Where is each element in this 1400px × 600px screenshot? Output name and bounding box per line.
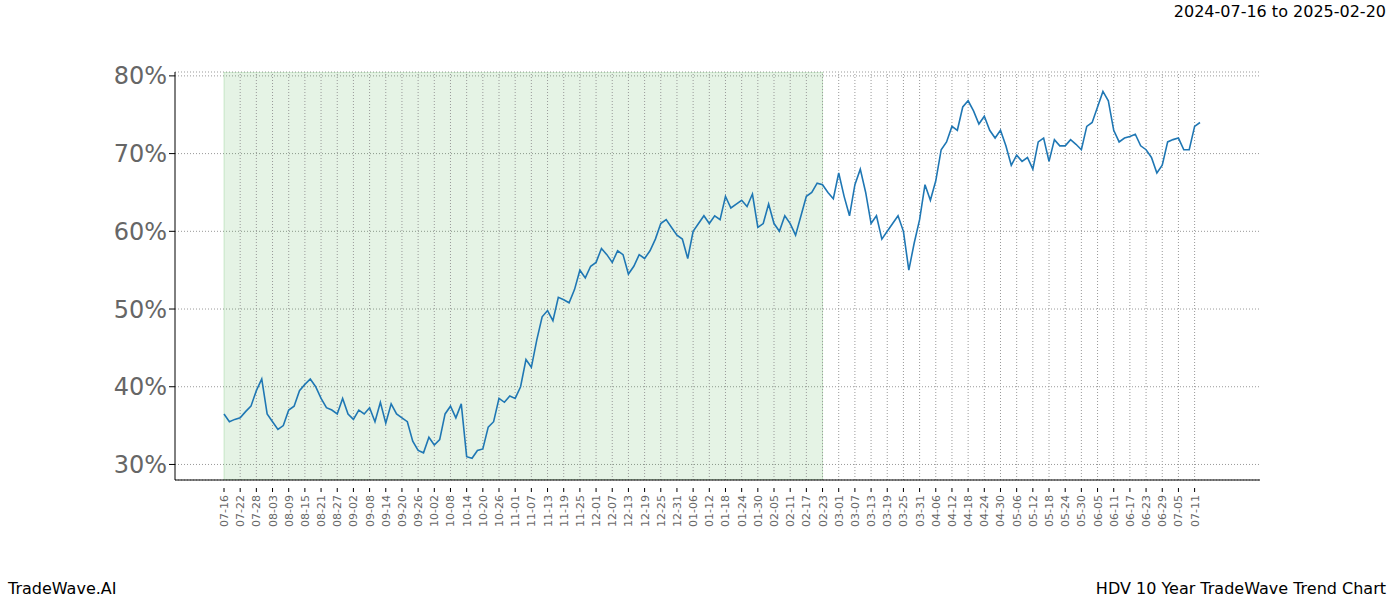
svg-text:10-02: 10-02	[428, 495, 441, 527]
svg-text:01-12: 01-12	[703, 495, 716, 527]
svg-text:06-23: 06-23	[1140, 495, 1153, 527]
svg-text:05-24: 05-24	[1059, 495, 1072, 527]
svg-text:09-26: 09-26	[412, 495, 425, 527]
svg-text:03-19: 03-19	[881, 495, 894, 527]
svg-text:09-08: 09-08	[364, 495, 377, 527]
svg-text:01-06: 01-06	[687, 495, 700, 527]
svg-text:60%: 60%	[114, 218, 167, 246]
svg-text:05-12: 05-12	[1027, 495, 1040, 527]
svg-text:02-05: 02-05	[768, 495, 781, 527]
svg-text:06-29: 06-29	[1156, 495, 1169, 527]
svg-text:03-31: 03-31	[914, 495, 927, 527]
svg-text:04-30: 04-30	[994, 495, 1007, 527]
svg-text:12-31: 12-31	[671, 495, 684, 527]
svg-text:06-11: 06-11	[1108, 495, 1121, 527]
svg-text:10-08: 10-08	[444, 495, 457, 527]
svg-text:10-20: 10-20	[477, 495, 490, 527]
svg-text:01-18: 01-18	[719, 495, 732, 527]
svg-text:11-13: 11-13	[542, 495, 555, 527]
svg-text:50%: 50%	[114, 296, 167, 324]
svg-text:11-25: 11-25	[574, 495, 587, 527]
svg-text:08-15: 08-15	[299, 495, 312, 527]
svg-text:04-12: 04-12	[946, 495, 959, 527]
svg-text:04-18: 04-18	[962, 495, 975, 527]
svg-text:30%: 30%	[114, 451, 167, 479]
svg-text:12-01: 12-01	[590, 495, 603, 527]
svg-text:03-25: 03-25	[897, 495, 910, 527]
svg-text:11-07: 11-07	[525, 495, 538, 527]
svg-text:03-13: 03-13	[865, 495, 878, 527]
svg-text:05-18: 05-18	[1043, 495, 1056, 527]
svg-text:80%: 80%	[114, 62, 167, 90]
svg-text:02-17: 02-17	[800, 495, 813, 527]
svg-text:08-27: 08-27	[331, 495, 344, 527]
svg-text:07-16: 07-16	[218, 495, 231, 527]
svg-text:02-11: 02-11	[784, 495, 797, 527]
svg-text:12-07: 12-07	[606, 495, 619, 527]
svg-text:40%: 40%	[114, 373, 167, 401]
svg-text:03-07: 03-07	[849, 495, 862, 527]
html-text:TradeWave.AI: TradeWave.AI	[8, 579, 117, 598]
svg-text:70%: 70%	[114, 140, 167, 168]
svg-text:10-14: 10-14	[461, 495, 474, 527]
svg-text:06-17: 06-17	[1124, 495, 1137, 527]
svg-text:09-20: 09-20	[396, 495, 409, 527]
svg-text:12-13: 12-13	[622, 495, 635, 527]
svg-text:12-25: 12-25	[655, 495, 668, 527]
svg-text:04-06: 04-06	[930, 495, 943, 527]
svg-text:11-19: 11-19	[558, 495, 571, 527]
svg-text:01-30: 01-30	[752, 495, 765, 527]
svg-text:07-28: 07-28	[250, 495, 263, 527]
svg-text:03-01: 03-01	[833, 495, 846, 527]
svg-text:09-14: 09-14	[380, 495, 393, 527]
svg-text:02-23: 02-23	[817, 495, 830, 527]
svg-text:11-01: 11-01	[509, 495, 522, 527]
svg-text:10-26: 10-26	[493, 495, 506, 527]
svg-text:08-09: 08-09	[283, 495, 296, 527]
svg-text:06-05: 06-05	[1092, 495, 1105, 527]
svg-text:07-05: 07-05	[1172, 495, 1185, 527]
html-text:HDV 10 Year TradeWave Trend Ch: HDV 10 Year TradeWave Trend Chart	[1095, 579, 1386, 598]
svg-text:08-03: 08-03	[267, 495, 280, 527]
svg-text:08-21: 08-21	[315, 495, 328, 527]
svg-text:04-24: 04-24	[978, 495, 991, 527]
svg-text:05-30: 05-30	[1075, 495, 1088, 527]
svg-text:05-06: 05-06	[1011, 495, 1024, 527]
svg-text:07-22: 07-22	[234, 495, 247, 527]
svg-text:01-24: 01-24	[736, 495, 749, 527]
html-text:2024-07-16 to 2025-02-20: 2024-07-16 to 2025-02-20	[1173, 2, 1386, 21]
svg-text:07-11: 07-11	[1189, 495, 1202, 527]
svg-text:09-02: 09-02	[347, 495, 360, 527]
svg-text:12-19: 12-19	[639, 495, 652, 527]
